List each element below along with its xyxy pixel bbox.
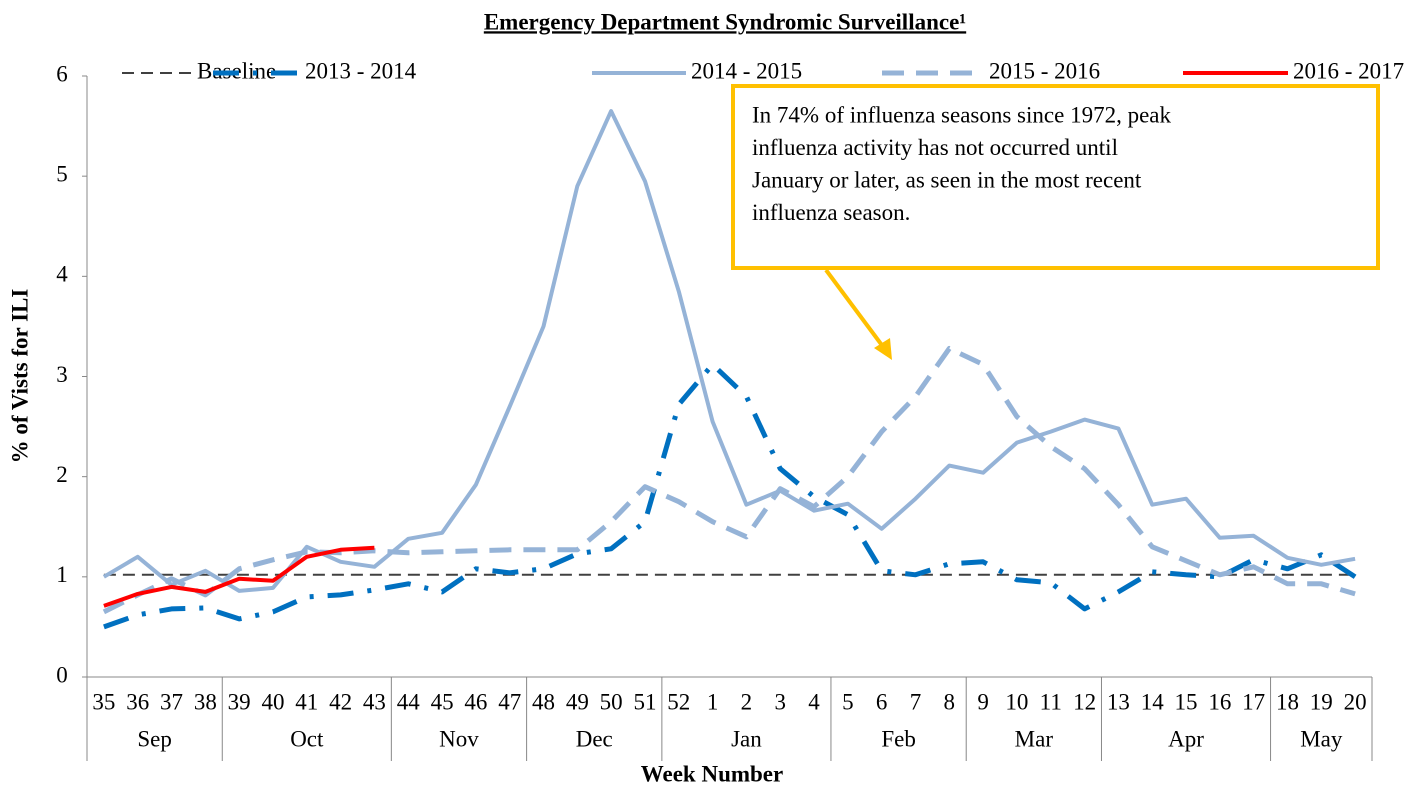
x-axis-label: Week Number <box>641 761 783 786</box>
legend-label: 2015 - 2016 <box>989 58 1100 83</box>
x-tick-label: 2 <box>741 689 753 714</box>
legend-label: 2014 - 2015 <box>691 58 802 83</box>
annotation-text: In 74% of influenza seasons since 1972, … <box>752 102 1171 127</box>
x-tick-label: 4 <box>808 689 820 714</box>
x-tick-label: 7 <box>910 689 922 714</box>
x-group-label: May <box>1300 726 1343 751</box>
legend-label: 2013 - 2014 <box>305 58 417 83</box>
x-tick-label: 5 <box>842 689 854 714</box>
x-tick-label: 14 <box>1141 689 1165 714</box>
x-tick-label: 44 <box>397 689 421 714</box>
x-tick-label: 50 <box>600 689 623 714</box>
y-tick-label: 6 <box>56 61 68 86</box>
y-tick-label: 1 <box>56 562 68 587</box>
y-tick-label: 2 <box>56 462 68 487</box>
x-tick-label: 36 <box>126 689 149 714</box>
x-tick-label: 46 <box>464 689 487 714</box>
x-tick-label: 39 <box>228 689 251 714</box>
x-tick-label: 41 <box>295 689 318 714</box>
series-line <box>103 545 375 608</box>
x-tick-label: 10 <box>1005 689 1028 714</box>
x-tick-label: 19 <box>1310 689 1333 714</box>
x-group-label: Jan <box>731 726 762 751</box>
x-tick-label: 51 <box>633 689 656 714</box>
x-tick-label: 11 <box>1040 689 1062 714</box>
annotation-arrow <box>824 268 886 350</box>
x-tick-label: 52 <box>667 689 690 714</box>
x-tick-label: 35 <box>92 689 115 714</box>
series-line <box>102 346 1356 615</box>
x-group-label: Apr <box>1168 726 1204 751</box>
x-tick-label: 1 <box>707 689 719 714</box>
y-tick-label: 4 <box>56 262 68 287</box>
annotation-arrowhead <box>874 338 892 360</box>
x-tick-label: 18 <box>1276 689 1299 714</box>
legend-label: 2016 - 2017 <box>1293 58 1404 83</box>
chart-title: Emergency Department Syndromic Surveilla… <box>484 9 966 34</box>
x-tick-label: 13 <box>1107 689 1130 714</box>
x-tick-label: 47 <box>498 689 521 714</box>
x-tick-label: 6 <box>876 689 888 714</box>
x-tick-label: 38 <box>194 689 217 714</box>
x-tick-label: 40 <box>261 689 284 714</box>
y-tick-label: 5 <box>56 161 68 186</box>
annotation-text: January or later, as seen in the most re… <box>752 167 1142 192</box>
x-tick-label: 20 <box>1344 689 1367 714</box>
x-group-label: Oct <box>290 726 324 751</box>
series-line <box>103 362 1357 630</box>
x-group-label: Feb <box>881 726 916 751</box>
x-tick-label: 12 <box>1073 689 1096 714</box>
annotation-text: influenza activity has not occurred unti… <box>752 135 1118 160</box>
x-tick-label: 8 <box>944 689 956 714</box>
y-axis-label: % of Vists for ILI <box>7 289 32 464</box>
series-line <box>102 109 1356 593</box>
x-group-label: Nov <box>439 726 479 751</box>
x-group-label: Mar <box>1015 726 1054 751</box>
x-tick-label: 49 <box>566 689 589 714</box>
x-tick-label: 45 <box>431 689 454 714</box>
y-tick-label: 0 <box>56 662 68 687</box>
x-tick-label: 42 <box>329 689 352 714</box>
x-tick-label: 16 <box>1208 689 1231 714</box>
x-tick-label: 9 <box>977 689 989 714</box>
x-tick-label: 15 <box>1175 689 1198 714</box>
x-tick-label: 17 <box>1242 689 1265 714</box>
x-group-label: Sep <box>137 726 172 751</box>
x-tick-label: 48 <box>532 689 555 714</box>
annotation-text: influenza season. <box>752 200 910 225</box>
annotation-box <box>731 84 1380 270</box>
x-tick-label: 37 <box>160 689 183 714</box>
x-group-label: Dec <box>576 726 613 751</box>
x-tick-label: 43 <box>363 689 386 714</box>
x-tick-label: 3 <box>774 689 786 714</box>
y-tick-label: 3 <box>56 362 68 387</box>
